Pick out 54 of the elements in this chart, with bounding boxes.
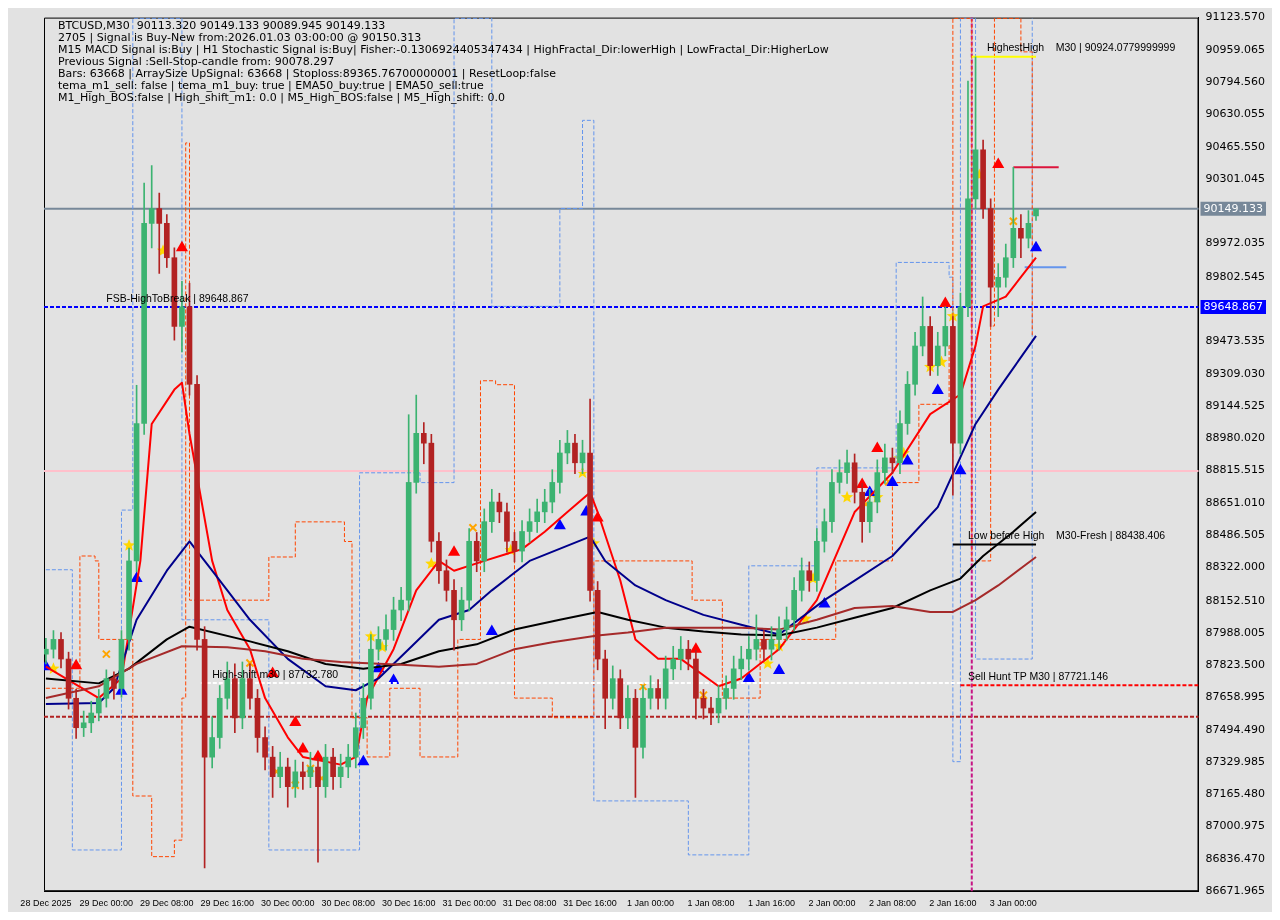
annotation: Previous Signal :Sell-Stop-candle from: 90078.297 [58,54,335,68]
y-tick-label: 90630.055 [1205,107,1266,121]
y-tick-label: 88815.515 [1205,463,1266,477]
x-tick-label: 1 Jan 08:00 [687,898,735,909]
y-tick-label: 87000.975 [1205,819,1266,833]
annotation: Bars: 63668 | ArraySize UpSignal: 63668 | Stoploss:89365.76700000001 | ResetLoop:false [58,66,557,80]
y-tick-label: 87329.985 [1205,754,1266,768]
y-tick-label: 89802.545 [1205,269,1266,283]
x-tick-label: 30 Dec 00:00 [260,898,315,909]
y-tick-label: 90959.065 [1205,42,1266,56]
y-tick-label: 90301.045 [1205,171,1266,185]
y-tick-label: 87165.480 [1205,787,1266,801]
annotation: M15 MACD Signal is:Buy | H1 Stochastic Signal is:Buy| Fisher:-0.1306924405347434 | HighFractal_Dir:lowerHigh | LowFractal_Dir:HigherLow [58,42,829,56]
y-tick-label: 87658.995 [1205,690,1266,704]
x-tick-label: 28 Dec 2025 [20,898,72,909]
y-tick-label: 86671.965 [1205,884,1266,898]
x-tick-label: 31 Dec 00:00 [442,898,496,909]
y-tick-label: 88152.510 [1205,593,1266,607]
x-tick-label: 29 Dec 08:00 [140,898,194,909]
x-tick-label: 30 Dec 08:00 [321,898,375,909]
x-tick-label: 30 Dec 16:00 [381,898,436,909]
x-tick-label: 2 Jan 00:00 [808,898,856,909]
annotation: tema_m1_sell: false | tema_m1_buy: true | EMA50_buy:true | EMA50_sell:true [58,78,485,92]
y-tick-label: 88980.020 [1205,431,1266,445]
ref-line-label: 90149.133 [1203,201,1264,215]
y-tick-label: 90465.550 [1205,139,1266,153]
y-tick-label: 86836.470 [1205,851,1266,865]
x-tick-label: 31 Dec 16:00 [563,898,617,909]
y-tick-label: 87494.490 [1205,722,1266,736]
y-tick-label: 87823.500 [1205,658,1266,672]
annotation: Sell Hunt TP M30 | 87721.146 [967,669,1109,682]
annotation: BTCUSD,M30 90113.320 90149.133 90089.945 90149.133 [58,18,386,32]
x-tick-label: 2 Jan 16:00 [929,898,977,909]
x-tick-label: 31 Dec 08:00 [502,898,557,909]
x-tick-label: 1 Jan 16:00 [747,898,795,909]
y-tick-label: 91123.570 [1205,10,1266,24]
y-tick-label: 89309.030 [1205,366,1266,380]
y-tick-label: 90794.560 [1205,75,1266,89]
y-tick-label: 89473.535 [1205,334,1266,348]
annotation: 2705 | Signal is Buy-New from:2026.01.03 03:00:00 @ 90150.313 [58,30,422,44]
y-tick-label: 88322.000 [1205,560,1266,574]
x-tick-label: 2 Jan 08:00 [868,898,916,909]
annotation: M1_High_BOS:false | High_shift_m1: 0.0 | M5_High_BOS:false | M5_High_shift: 0.0 [58,90,506,104]
y-tick-label: 89972.035 [1205,236,1266,250]
y-tick-label: 87988.005 [1205,625,1266,639]
annotation: HighestHigh M30 | 90924.0779999999 [986,41,1176,54]
ref-line-label: 89648.867 [1203,299,1264,313]
x-tick-label: 29 Dec 00:00 [79,898,134,909]
x-tick-label: 3 Jan 00:00 [989,898,1037,909]
y-tick-label: 88651.010 [1205,495,1266,509]
x-tick-label: 1 Jan 00:00 [627,898,675,909]
y-tick-label: 88486.505 [1205,527,1266,541]
y-tick-label: 89144.525 [1205,398,1266,412]
x-tick-label: 29 Dec 16:00 [200,898,255,909]
